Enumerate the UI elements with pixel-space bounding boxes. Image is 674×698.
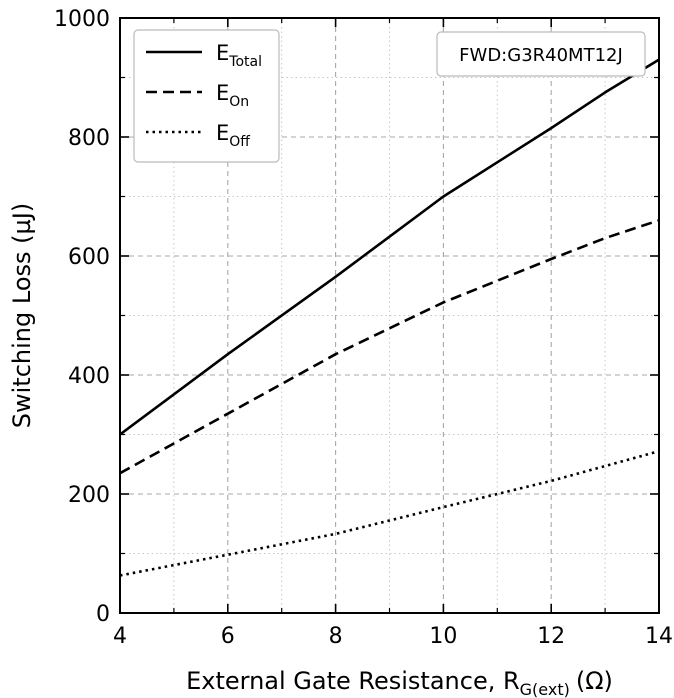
legend: ETotal EOn EOff [133, 29, 280, 163]
x-tick-label: 8 [329, 624, 343, 649]
x-axis-label: External Gate Resistance, RG(ext) (Ω) [186, 667, 613, 698]
series-line-total [119, 58, 660, 436]
legend-frame [133, 29, 280, 163]
x-tick-label: 6 [221, 624, 235, 649]
y-tick-label: 200 [68, 483, 110, 508]
y-tick-label: 1000 [54, 7, 110, 32]
series-line-on [119, 219, 660, 475]
annotation-text: FWD:G3R40MT12J [459, 45, 623, 66]
series-line-off [119, 449, 660, 577]
y-tick-label: 400 [68, 364, 110, 389]
series-group [119, 58, 660, 577]
x-tick-label: 4 [113, 624, 127, 649]
x-tick-label: 14 [645, 624, 673, 649]
legend-label-on: EOn [216, 81, 249, 110]
y-tick-label: 600 [68, 245, 110, 270]
x-tick-label: 10 [429, 624, 457, 649]
legend-label-off: EOff [216, 121, 250, 150]
y-tick-label: 0 [96, 602, 110, 627]
annotation-box: FWD:G3R40MT12J [436, 31, 646, 77]
tick-labels: 4 6 8 10 12 14 0 200 400 600 800 1000 [54, 7, 673, 649]
x-tick-label: 12 [537, 624, 565, 649]
axis-ticks [119, 17, 660, 614]
y-axis-label: Switching Loss (µJ) [8, 203, 36, 428]
annotation-frame [436, 31, 646, 77]
legend-label-total: ETotal [216, 41, 262, 70]
y-tick-label: 800 [68, 126, 110, 151]
